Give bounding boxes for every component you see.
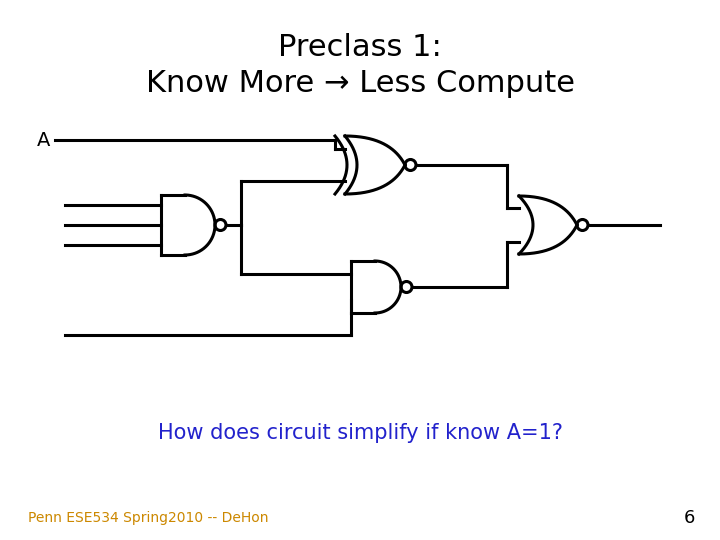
Text: How does circuit simplify if know A=1?: How does circuit simplify if know A=1? [158,423,562,443]
Text: 6: 6 [683,509,695,527]
Text: Penn ESE534 Spring2010 -- DeHon: Penn ESE534 Spring2010 -- DeHon [28,511,269,525]
Text: Know More → Less Compute: Know More → Less Compute [145,70,575,98]
Text: A: A [37,131,50,150]
Text: Preclass 1:: Preclass 1: [278,33,442,63]
